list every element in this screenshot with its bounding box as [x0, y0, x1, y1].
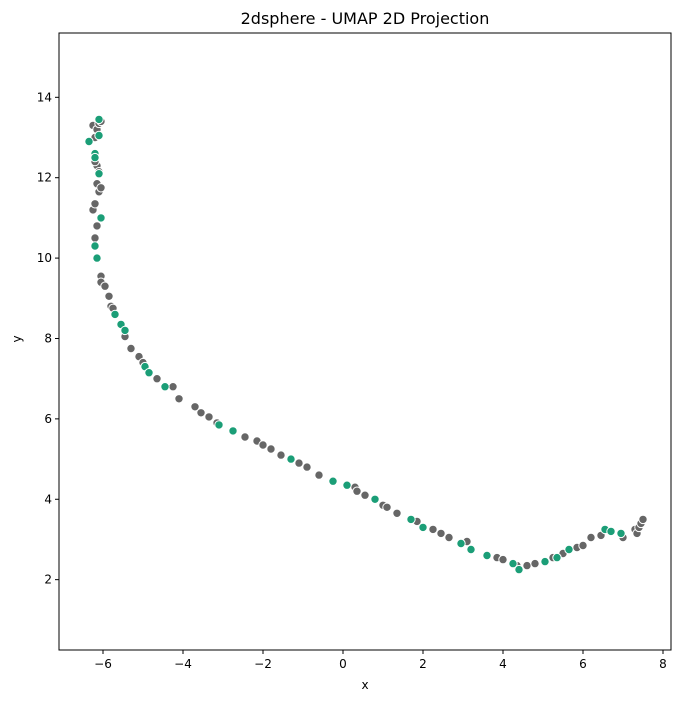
data-point-green: [482, 550, 492, 561]
data-point-gray: [258, 440, 268, 450]
x-tick-label: −2: [254, 657, 272, 671]
y-tick-label: 12: [37, 171, 52, 185]
data-point-green: [540, 556, 550, 567]
data-point-gray: [126, 343, 136, 354]
data-point-gray: [152, 374, 162, 384]
data-point-green: [144, 368, 154, 378]
data-point-gray: [90, 199, 100, 209]
y-tick-label: 2: [44, 573, 52, 587]
data-point-gray: [174, 394, 184, 404]
data-point-green: [286, 454, 296, 464]
data-point-gray: [638, 514, 648, 525]
data-point-gray: [294, 458, 304, 468]
data-point-green: [514, 564, 524, 575]
data-point-green: [92, 253, 102, 263]
data-point-green: [94, 169, 104, 179]
data-point-gray: [266, 444, 276, 454]
data-point-green: [342, 480, 352, 490]
data-point-gray: [586, 532, 596, 543]
data-point-gray: [444, 532, 454, 543]
data-point-gray: [314, 470, 324, 480]
data-point-green: [214, 420, 224, 430]
data-point-gray: [352, 486, 362, 496]
data-points: [84, 114, 648, 575]
data-point-gray: [196, 408, 206, 418]
data-point-gray: [302, 462, 312, 472]
x-tick-label: 0: [339, 657, 347, 671]
data-point-gray: [204, 412, 214, 422]
x-axis-label: x: [361, 678, 368, 692]
x-tick-label: −6: [94, 657, 112, 671]
plot-frame: [58, 32, 672, 651]
data-point-green: [96, 213, 106, 223]
data-point-green: [370, 494, 380, 504]
data-point-green: [94, 130, 104, 141]
y-tick-label: 4: [44, 492, 52, 506]
data-point-green: [90, 241, 100, 251]
y-tick-label: 10: [37, 251, 52, 265]
data-point-gray: [578, 540, 588, 551]
data-point-gray: [104, 291, 114, 301]
data-point-green: [456, 538, 466, 549]
data-point-green: [328, 476, 338, 486]
data-point-gray: [168, 382, 178, 392]
x-tick-label: 8: [659, 657, 667, 671]
data-point-gray: [360, 490, 370, 500]
x-tick-label: 6: [579, 657, 587, 671]
data-point-green: [564, 544, 574, 555]
data-point-gray: [436, 528, 446, 539]
data-point-gray: [428, 524, 438, 535]
data-point-gray: [92, 221, 102, 231]
data-point-green: [160, 382, 170, 392]
data-point-green: [616, 528, 626, 539]
data-point-gray: [90, 233, 100, 243]
data-point-gray: [96, 183, 106, 193]
data-point-green: [508, 558, 518, 569]
y-tick-label: 6: [44, 412, 52, 426]
data-point-green: [406, 514, 416, 525]
data-point-green: [552, 552, 562, 563]
x-axis-ticks: −6 −4 −2 0 2 4 6 8: [94, 650, 667, 671]
plot-area: −6 −4 −2 0 2 4 6 8 2 4 6 8 10 12 14: [37, 32, 672, 671]
y-axis-ticks: 2 4 6 8 10 12 14: [37, 90, 59, 587]
data-point-green: [120, 325, 130, 336]
data-point-gray: [382, 502, 392, 512]
data-point-green: [84, 136, 94, 147]
y-axis-label: y: [10, 335, 24, 342]
data-point-green: [90, 152, 100, 163]
data-point-gray: [240, 432, 250, 442]
data-point-green: [418, 522, 428, 533]
data-point-green: [110, 309, 120, 320]
data-point-gray: [392, 508, 402, 518]
data-point-green: [606, 526, 616, 537]
x-tick-label: 2: [419, 657, 427, 671]
data-point-gray: [190, 402, 200, 412]
data-point-green: [228, 426, 238, 436]
x-tick-label: 4: [499, 657, 507, 671]
data-point-gray: [498, 554, 508, 565]
data-point-gray: [530, 558, 540, 569]
data-point-green: [466, 544, 476, 555]
chart-title: 2dsphere - UMAP 2D Projection: [241, 9, 490, 28]
data-point-gray: [100, 281, 110, 291]
x-tick-label: −4: [174, 657, 192, 671]
y-tick-label: 8: [44, 331, 52, 345]
y-tick-label: 14: [37, 90, 52, 104]
data-point-gray: [276, 450, 286, 460]
data-point-green: [94, 114, 104, 125]
data-point-gray: [522, 560, 532, 571]
